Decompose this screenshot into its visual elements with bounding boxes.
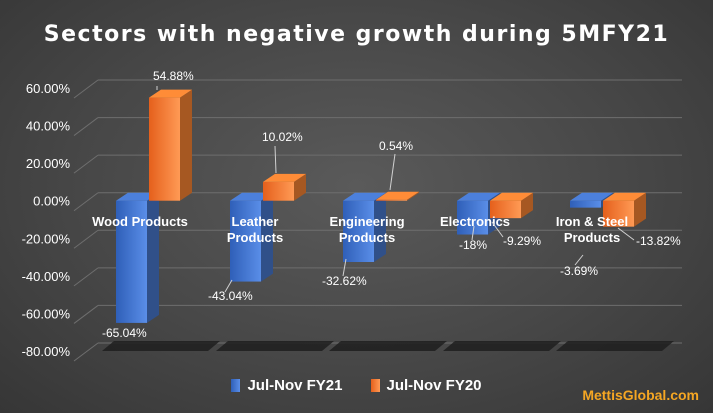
data-label-fy20: -9.29% — [503, 234, 541, 248]
data-label-fy21: -65.04% — [102, 326, 147, 340]
gridline-diag — [73, 229, 99, 249]
gridline-diag — [73, 192, 99, 212]
legend-label-fy20: Jul-Nov FY20 — [386, 377, 482, 394]
leader-line — [389, 153, 396, 191]
y-tick-label: -60.00% — [22, 306, 71, 321]
gridline-diag — [73, 342, 99, 362]
gridline-diag — [73, 267, 99, 287]
y-tick-label: -40.00% — [22, 269, 71, 284]
data-label-fy21: -32.62% — [322, 274, 367, 288]
watermark-logo-text: MettisGlobal.com — [582, 387, 699, 403]
bar-fy21 — [230, 192, 273, 282]
bar-fy20 — [263, 173, 306, 201]
gridline-diag — [73, 79, 99, 99]
y-tick-label: -20.00% — [22, 231, 71, 246]
legend-swatch-fy20 — [370, 379, 380, 392]
leader-line — [342, 258, 347, 277]
gridline-diag — [73, 154, 99, 174]
leader-line — [617, 227, 635, 241]
bar-fy20 — [376, 191, 419, 201]
y-tick-label: 0.00% — [33, 194, 70, 209]
leader-line — [274, 145, 277, 174]
leader-line — [471, 225, 475, 241]
leader-line — [574, 254, 584, 266]
legend-label-fy21: Jul-Nov FY21 — [247, 377, 343, 394]
leader-line — [491, 221, 504, 238]
category-label: Iron & Steel Products — [556, 214, 628, 245]
gridline-diag — [73, 305, 99, 324]
data-label-fy21: -18% — [459, 238, 487, 252]
bar-fy20 — [149, 89, 192, 201]
y-tick-label: 40.00% — [26, 119, 71, 134]
bar-fy20 — [490, 192, 533, 219]
chart-title: Sectors with negative growth during 5MFY… — [43, 22, 670, 47]
category-label: Wood Products — [92, 214, 188, 229]
floor-shadow — [556, 341, 674, 351]
chart-legend: Jul-Nov FY21 Jul-Nov FY20 — [0, 377, 713, 394]
floor-shadow — [443, 341, 561, 351]
data-label-fy21: -3.69% — [560, 264, 598, 278]
floor-shadow — [329, 341, 447, 351]
floor-shadow — [102, 341, 220, 351]
category-label: Engineering Products — [329, 214, 404, 245]
leader-line — [224, 279, 233, 293]
gridline-diag — [73, 117, 99, 136]
y-tick-label: 60.00% — [26, 81, 71, 96]
floor-shadow — [216, 341, 334, 351]
bar-fy20 — [603, 192, 646, 227]
data-label-fy20: 10.02% — [262, 130, 303, 144]
legend-swatch-fy21 — [231, 379, 241, 392]
data-label-fy20: -13.82% — [636, 234, 681, 248]
category-label: Electronics — [440, 214, 510, 229]
category-label: Leather Products — [227, 214, 283, 245]
bar-fy21 — [343, 192, 386, 262]
y-tick-label: 20.00% — [26, 156, 71, 171]
data-label-fy20: 0.54% — [379, 139, 413, 153]
legend-item-jul-nov-fy21: Jul-Nov FY21 — [231, 377, 343, 394]
bar-fy21 — [116, 192, 159, 323]
legend-item-jul-nov-fy20: Jul-Nov FY20 — [370, 377, 482, 394]
y-tick-label: -80.00% — [22, 344, 71, 359]
data-label-fy20: 54.88% — [153, 69, 194, 83]
data-label-fy21: -43.04% — [208, 289, 253, 303]
